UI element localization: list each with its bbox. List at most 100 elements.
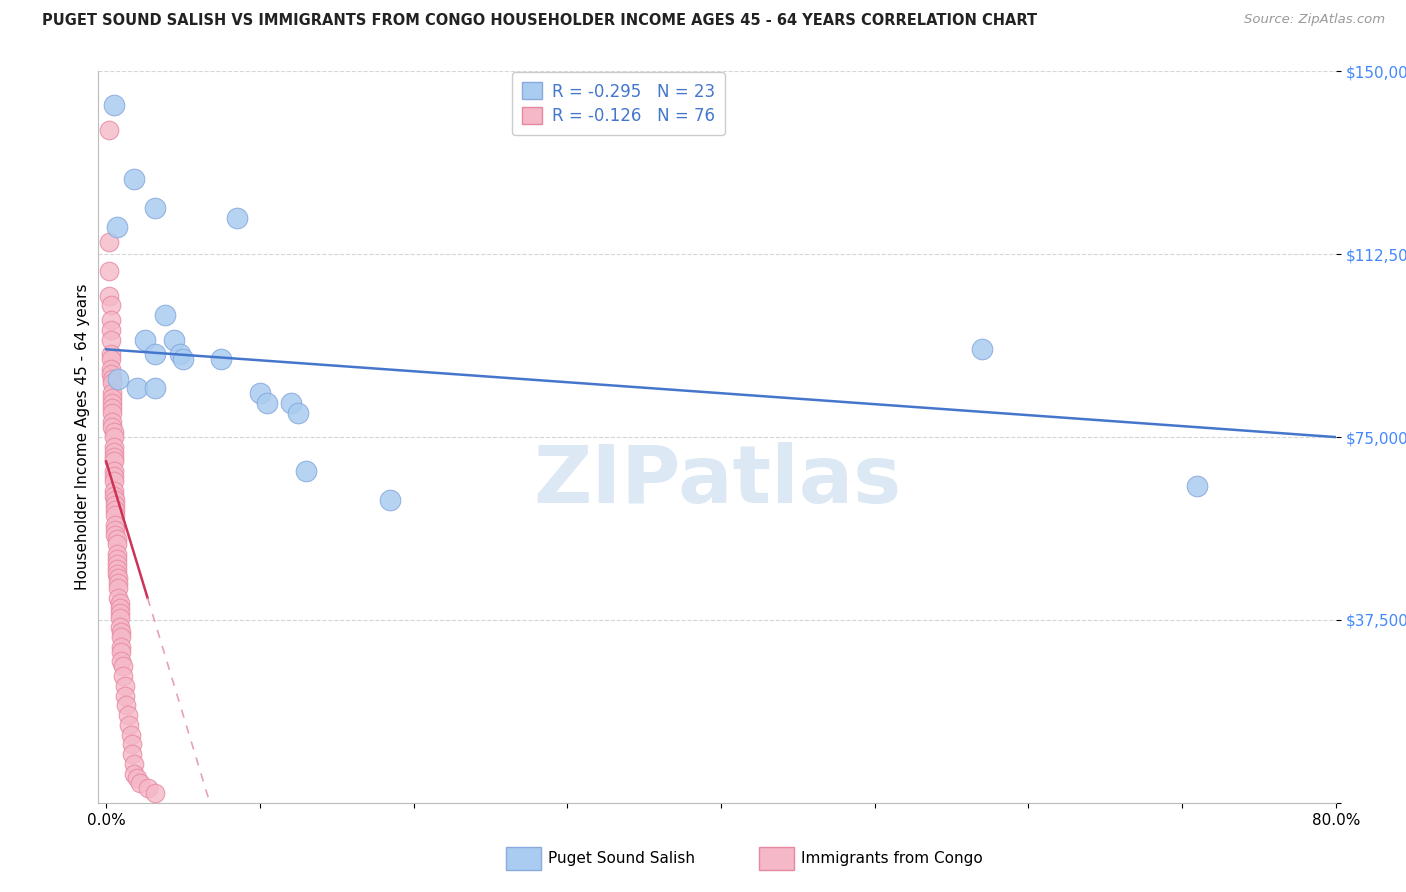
Point bbox=[105, 562, 128, 576]
Point bbox=[101, 401, 124, 415]
Point bbox=[134, 333, 156, 347]
Point bbox=[136, 781, 159, 796]
Point bbox=[100, 347, 122, 361]
Point bbox=[103, 464, 125, 478]
Point bbox=[105, 552, 128, 566]
Point bbox=[110, 625, 132, 640]
Point bbox=[104, 523, 127, 537]
Point bbox=[110, 630, 132, 644]
Point bbox=[110, 654, 132, 668]
Point bbox=[101, 386, 124, 401]
Point bbox=[122, 766, 145, 780]
Point bbox=[103, 450, 125, 464]
Point bbox=[114, 679, 136, 693]
Point bbox=[107, 581, 129, 595]
Point bbox=[143, 381, 166, 395]
Point bbox=[1187, 479, 1209, 493]
Text: ZIPatlas: ZIPatlas bbox=[533, 442, 901, 520]
Point bbox=[103, 489, 125, 503]
Point bbox=[117, 708, 139, 723]
Point bbox=[104, 493, 127, 508]
Point bbox=[105, 557, 128, 571]
Point bbox=[380, 493, 402, 508]
Point bbox=[101, 391, 124, 405]
Text: Puget Sound Salish: Puget Sound Salish bbox=[548, 852, 696, 866]
Point bbox=[225, 211, 247, 225]
Point bbox=[103, 98, 125, 112]
Point bbox=[129, 776, 152, 790]
Point bbox=[107, 371, 129, 385]
Point bbox=[125, 381, 148, 395]
Point bbox=[107, 572, 129, 586]
Point bbox=[98, 123, 121, 137]
Point bbox=[972, 343, 994, 357]
Point bbox=[121, 747, 143, 761]
Point bbox=[143, 347, 166, 361]
Point bbox=[104, 503, 127, 517]
Point bbox=[111, 659, 134, 673]
Point bbox=[98, 264, 121, 278]
Point bbox=[108, 596, 131, 610]
Point bbox=[100, 352, 122, 367]
Point bbox=[104, 527, 127, 541]
Point bbox=[143, 201, 166, 215]
Text: Source: ZipAtlas.com: Source: ZipAtlas.com bbox=[1244, 13, 1385, 27]
Point bbox=[120, 727, 142, 741]
Point bbox=[101, 406, 124, 420]
Legend: R = -0.295   N = 23, R = -0.126   N = 76: R = -0.295 N = 23, R = -0.126 N = 76 bbox=[512, 72, 724, 136]
Point bbox=[101, 396, 124, 410]
Point bbox=[103, 469, 125, 483]
Point bbox=[103, 454, 125, 468]
Point bbox=[111, 669, 134, 683]
Point bbox=[143, 786, 166, 800]
Text: Immigrants from Congo: Immigrants from Congo bbox=[801, 852, 983, 866]
Point bbox=[110, 645, 132, 659]
Point bbox=[105, 537, 128, 551]
Point bbox=[101, 371, 124, 385]
Y-axis label: Householder Income Ages 45 - 64 years: Householder Income Ages 45 - 64 years bbox=[75, 284, 90, 591]
Point bbox=[103, 474, 125, 488]
Point bbox=[209, 352, 232, 367]
Point bbox=[103, 483, 125, 498]
Point bbox=[169, 347, 191, 361]
Point bbox=[280, 396, 302, 410]
Point bbox=[115, 698, 138, 713]
Point bbox=[108, 610, 131, 624]
Point bbox=[105, 533, 128, 547]
Point bbox=[103, 425, 125, 440]
Point bbox=[100, 323, 122, 337]
Point bbox=[249, 386, 271, 401]
Point bbox=[105, 220, 128, 235]
Point bbox=[105, 547, 128, 561]
Point bbox=[98, 235, 121, 249]
Point bbox=[108, 606, 131, 620]
Point bbox=[107, 576, 129, 591]
Point bbox=[101, 376, 124, 391]
Point bbox=[98, 288, 121, 302]
Point bbox=[163, 333, 186, 347]
Point bbox=[105, 566, 128, 581]
Point bbox=[104, 517, 127, 532]
Point bbox=[125, 772, 148, 786]
Point bbox=[172, 352, 194, 367]
Point bbox=[287, 406, 309, 420]
Point bbox=[100, 313, 122, 327]
Point bbox=[103, 444, 125, 458]
Point bbox=[103, 440, 125, 454]
Point bbox=[100, 367, 122, 381]
Point bbox=[256, 396, 278, 410]
Point bbox=[104, 499, 127, 513]
Point bbox=[295, 464, 318, 478]
Point bbox=[101, 416, 124, 430]
Point bbox=[107, 591, 129, 605]
Point bbox=[122, 756, 145, 771]
Point bbox=[100, 298, 122, 312]
Point bbox=[100, 361, 122, 376]
Point bbox=[104, 508, 127, 522]
Point bbox=[118, 718, 141, 732]
Point bbox=[114, 689, 136, 703]
Point bbox=[108, 620, 131, 634]
Point bbox=[101, 420, 124, 434]
Point bbox=[110, 640, 132, 654]
Point bbox=[108, 600, 131, 615]
